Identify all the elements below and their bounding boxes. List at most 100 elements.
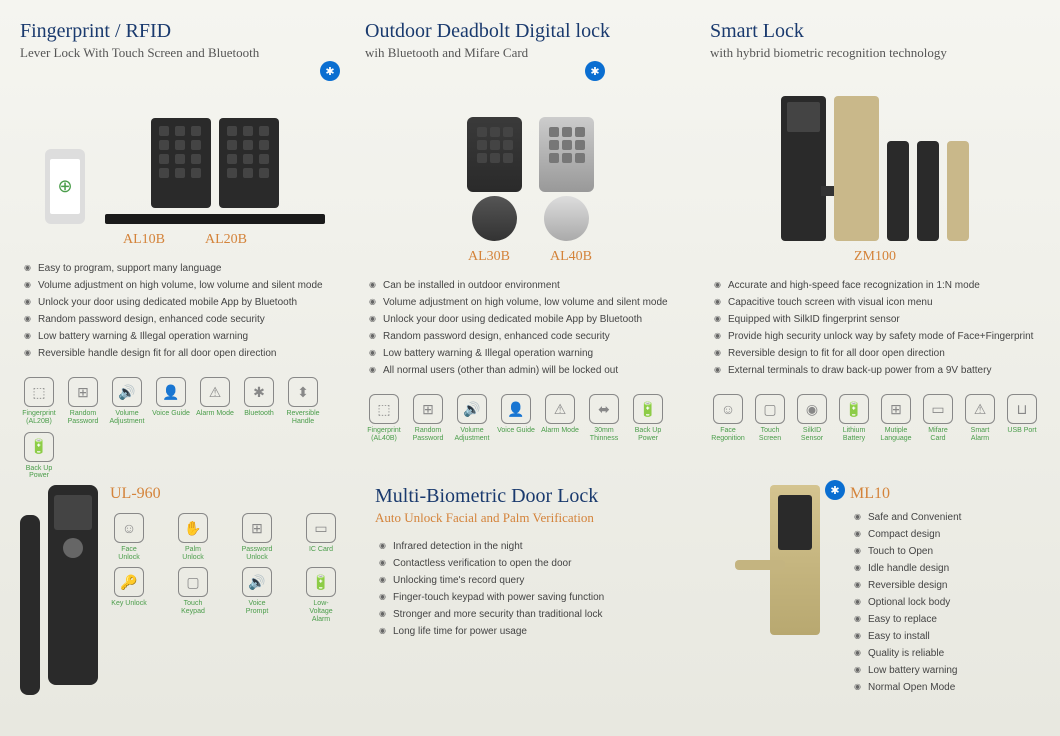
phone-icon: ⊕ — [45, 149, 85, 224]
panel-ul960: UL-960 ☺Face Unlock ✋Palm Unlock ⊞Passwo… — [20, 485, 360, 725]
feature-item: Safe and Convenient — [854, 509, 1040, 526]
ul960-product-image — [20, 485, 98, 725]
deadbolt-al40b — [536, 117, 596, 241]
icon-random-password: ⊞Random Password — [64, 377, 102, 425]
p1-subtitle: Lever Lock With Touch Screen and Bluetoo… — [20, 45, 350, 61]
model-al20b: AL20B — [205, 232, 247, 248]
feature-item: All normal users (other than admin) will… — [369, 362, 695, 379]
feature-item: Idle handle design — [854, 560, 1040, 577]
panel-multi-biometric: Multi-Biometric Door Lock Auto Unlock Fa… — [375, 485, 705, 725]
model-al40b: AL40B — [550, 249, 592, 265]
feature-item: Low battery warning & Illegal operation … — [369, 345, 695, 362]
feature-item: Optional lock body — [854, 594, 1040, 611]
p1-features: Easy to program, support many language V… — [20, 260, 350, 362]
ul960-front — [48, 485, 98, 685]
icon-voice-prompt: 🔊Voice Prompt — [238, 567, 276, 623]
icon-bluetooth: ✱Bluetooth — [240, 377, 278, 425]
p1-title: Fingerprint / RFID — [20, 20, 350, 43]
smart-lock-side2 — [917, 141, 939, 241]
p3-product-image — [710, 71, 1040, 241]
icon-volume: 🔊Volume Adjustment — [108, 377, 146, 425]
icon-backup-power: 🔋Back Up Power — [20, 432, 58, 480]
icon-key-unlock: 🔑Key Unlock — [110, 567, 148, 623]
model-ml10: ML10 — [850, 485, 1040, 503]
feature-item: Low battery warning — [854, 662, 1040, 679]
icon-usb: ⊔USB Port — [1004, 394, 1040, 442]
lock-al20b — [219, 118, 279, 208]
p3-features: Accurate and high-speed face recognizati… — [710, 277, 1040, 379]
feature-item: Quality is reliable — [854, 645, 1040, 662]
p3-subtitle: with hybrid biometric recognition techno… — [710, 45, 1040, 61]
feature-item: Compact design — [854, 526, 1040, 543]
feature-item: Capacitive touch screen with visual icon… — [714, 294, 1040, 311]
icon-battery: 🔋Lithium Battery — [836, 394, 872, 442]
p2-product-image: ✱ — [365, 71, 695, 241]
p2-title: Outdoor Deadbolt Digital lock — [365, 20, 695, 43]
icon-ic-card: ▭IC Card — [302, 513, 340, 561]
p3-title: Smart Lock — [710, 20, 1040, 43]
p5-features: Infrared detection in the night Contactl… — [375, 538, 705, 640]
feature-item: Finger-touch keypad with power saving fu… — [379, 589, 705, 606]
smart-lock-back — [834, 96, 879, 241]
p4-icon-grid: ☺Face Unlock ✋Palm Unlock ⊞Password Unlo… — [110, 513, 360, 623]
panel-fingerprint-rfid: Fingerprint / RFID Lever Lock With Touch… — [20, 20, 350, 480]
feature-item: Equipped with SilkID fingerprint sensor — [714, 311, 1040, 328]
feature-item: Contactless verification to open the doo… — [379, 555, 705, 572]
icon-volume: 🔊Volume Adjustment — [453, 394, 491, 442]
icon-alarm: ⚠Alarm Mode — [541, 394, 579, 442]
icon-reversible-handle: ⬍Reversible Handle — [284, 377, 322, 425]
icon-voice-guide: 👤Voice Guide — [152, 377, 190, 425]
icon-language: ⊞Mutiple Language — [878, 394, 914, 442]
p3-icon-row: ☺Face Regonition ▢Touch Screen ◉SilkID S… — [710, 394, 1040, 442]
smart-lock-side3 — [947, 141, 969, 241]
feature-item: Reversible design — [854, 577, 1040, 594]
feature-item: Stronger and more security than traditio… — [379, 606, 705, 623]
feature-item: Easy to install — [854, 628, 1040, 645]
icon-alarm: ⚠Alarm Mode — [196, 377, 234, 425]
p5-subtitle: Auto Unlock Facial and Palm Verification — [375, 510, 705, 526]
icon-fingerprint: ⬚Fingerprint (AL20B) — [20, 377, 58, 425]
feature-item: Volume adjustment on high volume, low vo… — [24, 277, 350, 294]
p5-title: Multi-Biometric Door Lock — [375, 485, 705, 508]
model-al30b: AL30B — [468, 249, 510, 265]
smart-lock-front — [781, 96, 826, 241]
feature-item: Reversible design to fit for all door op… — [714, 345, 1040, 362]
panel-deadbolt: Outdoor Deadbolt Digital lock wih Blueto… — [365, 20, 695, 480]
model-zm100: ZM100 — [854, 249, 896, 265]
icon-thinness: ⬌30mm Thinness — [585, 394, 623, 442]
icon-touch-screen: ▢Touch Screen — [752, 394, 788, 442]
icon-low-voltage: 🔋Low-Voltage Alarm — [302, 567, 340, 623]
feature-item: Long life time for power usage — [379, 623, 705, 640]
feature-item: External terminals to draw back-up power… — [714, 362, 1040, 379]
feature-item: Random password design, enhanced code se… — [369, 328, 695, 345]
feature-item: Infrared detection in the night — [379, 538, 705, 555]
feature-item: Touch to Open — [854, 543, 1040, 560]
feature-item: Easy to replace — [854, 611, 1040, 628]
ul960-side — [20, 515, 40, 695]
lever-handle — [105, 214, 325, 224]
icon-silkid: ◉SilkID Sensor — [794, 394, 830, 442]
bluetooth-icon: ✱ — [320, 61, 340, 81]
p6-features: Safe and Convenient Compact design Touch… — [850, 509, 1040, 696]
icon-backup-power: 🔋Back Up Power — [629, 394, 667, 442]
feature-item: Unlock your door using dedicated mobile … — [369, 311, 695, 328]
feature-item: Unlock your door using dedicated mobile … — [24, 294, 350, 311]
p1-product-image: ✱ ⊕ — [20, 71, 350, 224]
icon-palm-unlock: ✋Palm Unlock — [174, 513, 212, 561]
icon-smart-alarm: ⚠Smart Alarm — [962, 394, 998, 442]
model-al10b: AL10B — [123, 232, 165, 248]
ml10-product-image: ✱ — [720, 485, 840, 725]
icon-face: ☺Face Regonition — [710, 394, 746, 442]
smart-lock-side1 — [887, 141, 909, 241]
feature-item: Unlocking time's record query — [379, 572, 705, 589]
panel-smart-lock: Smart Lock with hybrid biometric recogni… — [710, 20, 1040, 480]
feature-item: Volume adjustment on high volume, low vo… — [369, 294, 695, 311]
p2-subtitle: wih Bluetooth and Mifare Card — [365, 45, 695, 61]
deadbolt-al30b — [464, 117, 524, 241]
p1-icon-row: ⬚Fingerprint (AL20B) ⊞Random Password 🔊V… — [20, 377, 350, 480]
feature-item: Provide high security unlock way by safe… — [714, 328, 1040, 345]
panel-ml10: ✱ ML10 Safe and Convenient Compact desig… — [720, 485, 1040, 725]
icon-password-unlock: ⊞Password Unlock — [238, 513, 276, 561]
icon-voice-guide: 👤Voice Guide — [497, 394, 535, 442]
lock-al10b — [151, 118, 211, 208]
